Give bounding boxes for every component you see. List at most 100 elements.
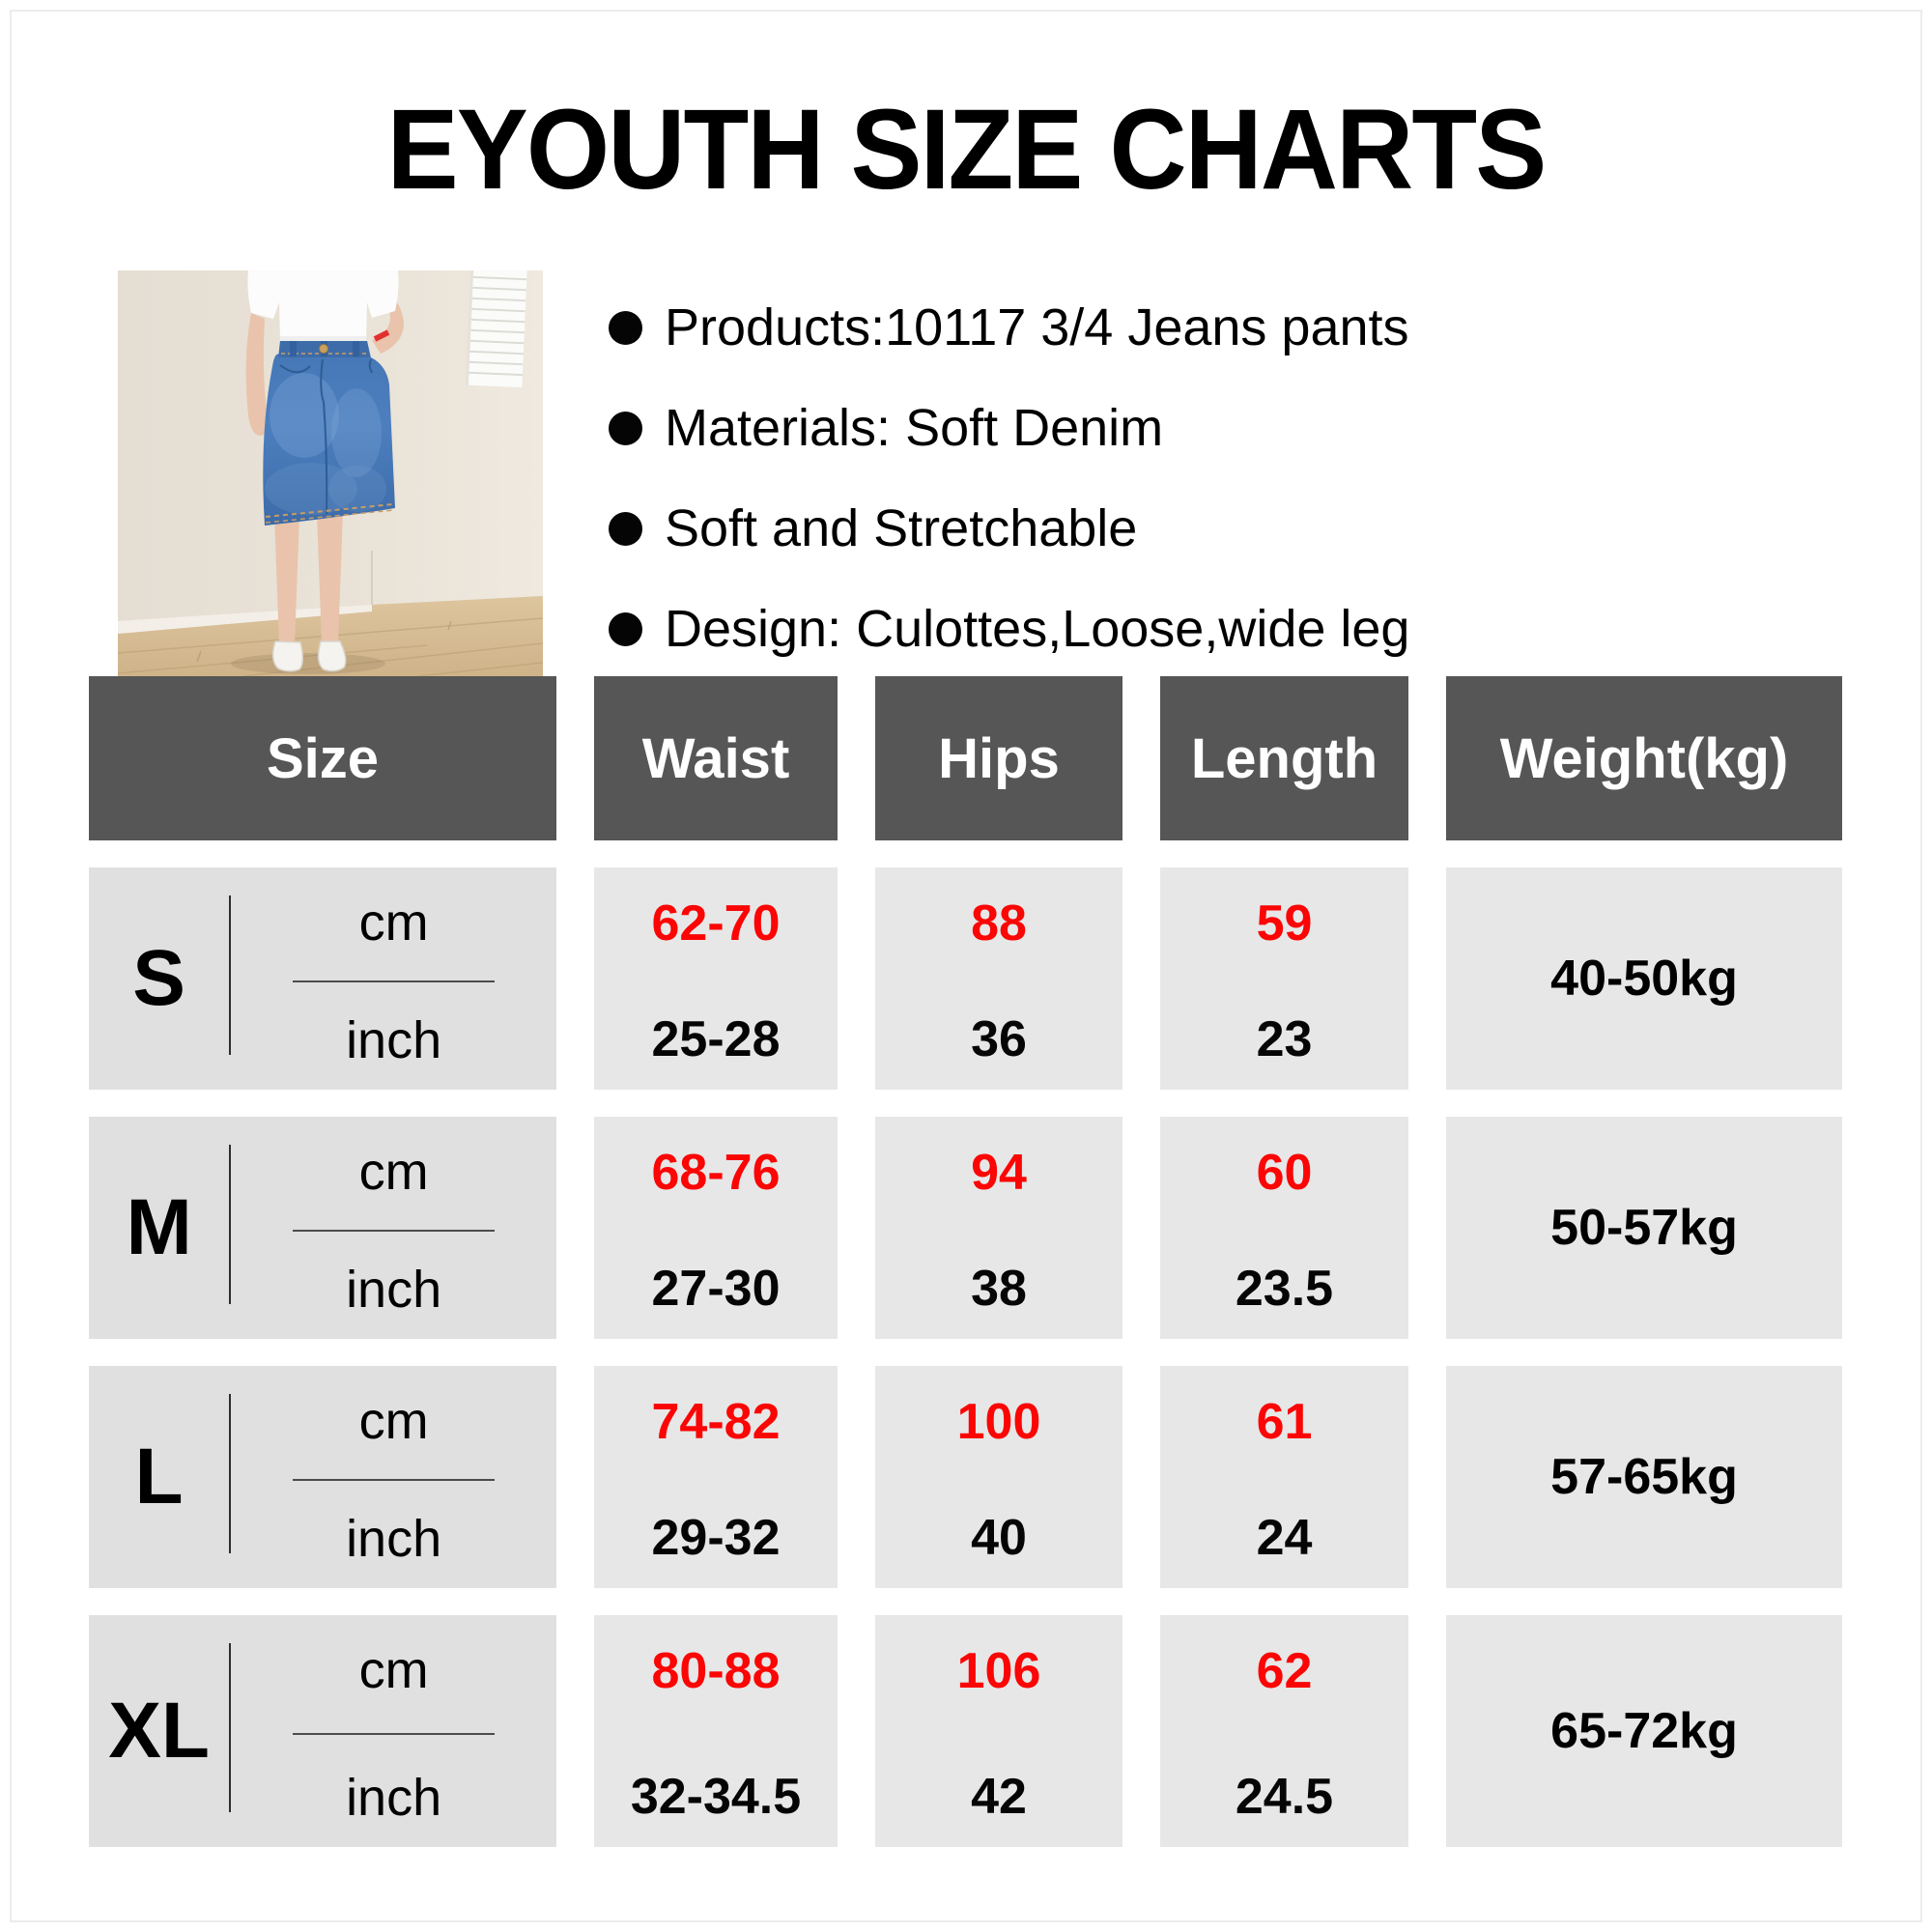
waist-cell-l: 74-82 29-32 [594,1366,838,1588]
size-divider-line [229,1145,232,1304]
size-cell-s: S cm inch [89,867,556,1090]
length-cell-s: 59 23 [1160,867,1408,1090]
photo-baseboard [118,605,372,634]
product-bullets: Products:10117 3/4 Jeans pants Materials… [609,298,1409,699]
hips-cell-xl: 106 42 [875,1615,1122,1847]
size-divider-line [229,895,232,1055]
weight-value: 65-72kg [1550,1703,1738,1759]
page-title: EYOUTH SIZE CHARTS [386,86,1548,213]
bullet-item-materials: Materials: Soft Denim [609,398,1409,458]
waist-inch-value: 27-30 [651,1261,781,1317]
unit-stack: cm inch [231,867,556,1090]
weight-cell-l: 57-65kg [1446,1366,1842,1588]
waist-inch-value: 25-28 [651,1011,781,1067]
unit-cm-label: cm [358,894,429,952]
unit-divider-line [293,1230,495,1232]
weight-cell-s: 40-50kg [1446,867,1842,1090]
size-label: S [132,934,185,1022]
column-header-hips: Hips [875,676,1122,840]
waist-cm-value: 68-76 [651,1145,781,1201]
unit-divider-line [293,1479,495,1481]
waist-cm-value: 62-70 [651,895,781,952]
hips-cm-value: 106 [956,1643,1041,1699]
bullet-text: Materials: Soft Denim [665,399,1164,457]
unit-inch-label: inch [346,1510,442,1568]
left-sneaker [271,640,303,672]
size-cell-xl: XL cm inch [89,1615,556,1847]
waist-cm-value: 74-82 [651,1394,781,1450]
model-figure [245,270,404,672]
waist-cell-s: 62-70 25-28 [594,867,838,1090]
weight-value: 50-57kg [1550,1200,1738,1256]
waist-cell-xl: 80-88 32-34.5 [594,1615,838,1847]
size-label: M [126,1183,192,1271]
red-bracelet [373,329,390,342]
length-inch-value: 23.5 [1235,1261,1334,1317]
waist-cell-m: 68-76 27-30 [594,1117,838,1339]
bullet-item-stretch: Soft and Stretchable [609,498,1409,558]
size-cell-m: M cm inch [89,1117,556,1339]
unit-inch-label: inch [346,1011,442,1069]
hips-cell-s: 88 36 [875,867,1122,1090]
unit-divider-line [293,1733,495,1735]
bullet-dot-icon [609,611,642,646]
column-header-weight: Weight(kg) [1446,676,1842,840]
bullet-dot-icon [609,411,642,445]
hips-cell-m: 94 38 [875,1117,1122,1339]
weight-value: 57-65kg [1550,1449,1738,1505]
bullet-text: Products:10117 3/4 Jeans pants [665,298,1409,356]
unit-stack: cm inch [231,1366,556,1588]
length-cell-l: 61 24 [1160,1366,1408,1588]
window-blinds [465,270,527,388]
size-divider-line [229,1643,232,1812]
bullet-text: Soft and Stretchable [665,499,1138,557]
bullet-text: Design: Culottes,Loose,wide leg [665,600,1410,658]
unit-inch-label: inch [346,1769,442,1827]
denim-culottes [263,341,395,526]
figure-shadow [231,653,385,674]
column-header-waist: Waist [594,676,838,840]
length-inch-value: 24.5 [1235,1769,1334,1825]
unit-stack: cm inch [231,1117,556,1339]
length-cm-value: 61 [1256,1394,1313,1450]
length-inch-value: 24 [1256,1510,1313,1566]
size-divider-line [229,1394,232,1553]
tshirt-hem-shade [280,336,366,341]
length-cm-value: 60 [1256,1145,1313,1201]
size-cell-l: L cm inch [89,1366,556,1588]
model-left-leg [274,514,299,644]
bullet-item-design: Design: Culottes,Loose,wide leg [609,599,1409,659]
length-cell-m: 60 23.5 [1160,1117,1408,1339]
hips-inch-value: 40 [971,1510,1027,1566]
size-label: XL [108,1687,210,1775]
white-tshirt [247,270,399,341]
unit-inch-label: inch [346,1261,442,1319]
column-header-size: Size [89,676,556,840]
length-cm-value: 62 [1256,1643,1313,1699]
column-header-length: Length [1160,676,1408,840]
waist-cm-value: 80-88 [651,1643,781,1699]
hips-inch-value: 42 [971,1769,1027,1825]
model-left-arm [245,313,268,437]
hips-cell-l: 100 40 [875,1366,1122,1588]
unit-cm-label: cm [358,1392,429,1450]
unit-stack: cm inch [231,1615,556,1847]
product-photo [118,270,543,676]
size-label: L [134,1433,184,1520]
bullet-dot-icon [609,310,642,345]
hips-cm-value: 88 [971,895,1027,952]
hips-cm-value: 94 [971,1145,1027,1201]
unit-divider-line [293,980,495,982]
size-table: Size Waist Hips Length Weight(kg) S cm i… [89,676,1842,1847]
length-inch-value: 23 [1256,1011,1313,1067]
bullet-item-products: Products:10117 3/4 Jeans pants [609,298,1409,357]
waist-inch-value: 32-34.5 [630,1769,802,1825]
hips-inch-value: 36 [971,1011,1027,1067]
length-cm-value: 59 [1256,895,1313,952]
weight-cell-xl: 65-72kg [1446,1615,1842,1847]
unit-cm-label: cm [358,1143,429,1201]
product-photo-illustration [118,270,543,676]
bullet-dot-icon [609,511,642,546]
weight-value: 40-50kg [1550,951,1738,1007]
